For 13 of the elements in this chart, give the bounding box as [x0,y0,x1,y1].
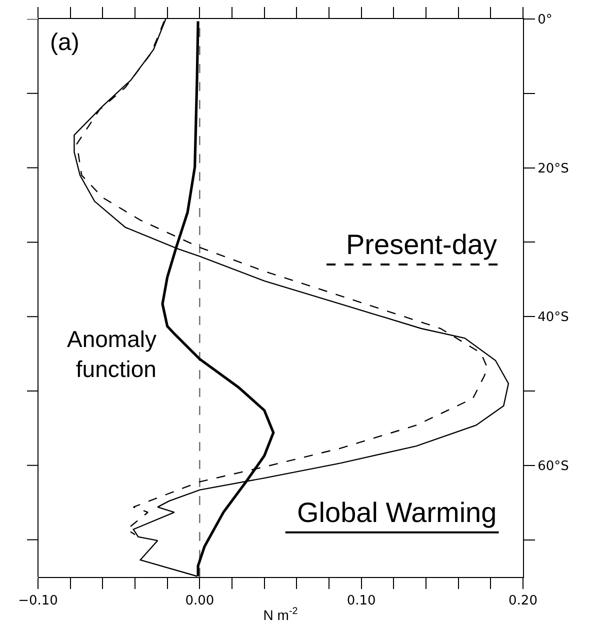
y-tick-label: 60°S [538,458,569,474]
y-tick-label: 0° [538,12,552,28]
x-axis-title: N m$^{-2}$ [263,606,298,623]
x-tick-label: 0.10 [346,594,376,609]
x-tick-label: 0.20 [508,594,538,609]
x-tick-label: −0.10 [18,594,58,609]
y-tick-label: 20°S [538,161,569,176]
series-label: Anomaly function [67,326,157,382]
series-label: Present-day [346,229,497,260]
x-tick-label: 0.00 [185,594,214,609]
annotation: (a) [50,29,80,56]
y-tick-label: 40°S [538,310,569,326]
series-label: Global Warming [297,497,497,528]
